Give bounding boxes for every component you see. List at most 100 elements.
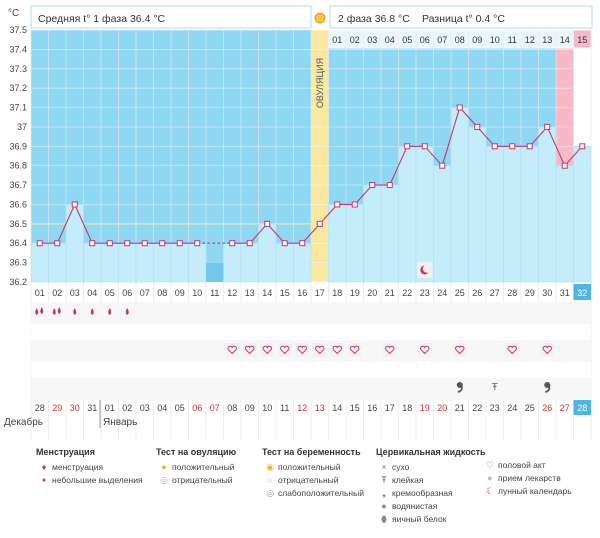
- cycle-day-label: 17: [315, 288, 325, 298]
- temperature-line-segment: [266, 223, 286, 244]
- temperature-point: [421, 143, 428, 150]
- temperature-line-segment: [529, 126, 548, 147]
- calendar-date: 09: [245, 403, 255, 413]
- menstruation-drop-icon: [52, 307, 61, 315]
- temperature-point: [439, 162, 446, 169]
- calendar-date: 29: [52, 403, 62, 413]
- temperature-point: [89, 240, 96, 247]
- temperature-line-segment: [389, 146, 408, 186]
- cycle-day-label: 12: [227, 288, 237, 298]
- legend-other: ♡ половой акт ● прием лекарств ☾ лунный кал…: [482, 459, 572, 498]
- temperature-bar: [538, 126, 557, 283]
- cycle-day-label: 06: [122, 288, 132, 298]
- temperature-point: [579, 143, 586, 150]
- temperature-point: [124, 240, 131, 247]
- cycle-day-label: 04: [87, 288, 97, 298]
- calendar-date: 28: [35, 403, 45, 413]
- phase2-day-label: 15: [577, 35, 587, 45]
- temperature-bar: [258, 223, 277, 283]
- calendar-date: 01: [105, 403, 115, 413]
- phase2-day-label: 11: [508, 35, 517, 45]
- heart-icon: [245, 345, 255, 355]
- cycle-day-label: 10: [192, 288, 202, 298]
- heart-icon: [507, 345, 517, 355]
- phase2-day-label: 13: [542, 35, 552, 45]
- heart-box: [453, 343, 467, 357]
- y-tick-label: 36.8: [9, 161, 27, 171]
- temperature-bar: [573, 146, 592, 283]
- calendar-date: 18: [402, 403, 412, 413]
- legend-ovulation-test: Тест на овуляцию ● положительный ◎ отрицат…: [156, 446, 236, 487]
- legend-item: ● положительный: [156, 461, 236, 474]
- legend-title: Цервикальная жидкость: [376, 447, 486, 457]
- test-weak-icon: ◎: [266, 488, 274, 498]
- cycle-day-label: 13: [245, 288, 255, 298]
- temperature-point: [264, 220, 271, 227]
- phase2-header: 2 фаза 36.8 °C: [338, 13, 410, 25]
- cycle-day-label: 19: [350, 288, 360, 298]
- calendar-date: 26: [542, 403, 552, 413]
- cycle-day-label: 26: [472, 288, 482, 298]
- calendar-date: 22: [472, 403, 482, 413]
- legend-item: ◎ слабоположительный: [262, 487, 364, 500]
- temperature-point: [351, 201, 358, 208]
- cycle-day-label: 02: [52, 288, 62, 298]
- month-label: Январь: [103, 417, 137, 428]
- temperature-bar: [450, 107, 469, 283]
- test-negative-icon: ○: [267, 475, 273, 485]
- temperature-point: [54, 240, 61, 247]
- legend-item: ● водянистая: [376, 500, 486, 513]
- heart-icon: [315, 345, 325, 355]
- temperature-bar: [485, 146, 504, 283]
- temperature-bar: [83, 242, 102, 283]
- heart-icon: [227, 345, 237, 355]
- legend-title: Тест на овуляцию: [156, 447, 237, 457]
- egg-white-icon: ⬮: [381, 514, 387, 524]
- temperature-bar: [153, 242, 172, 283]
- calendar-date: 25: [525, 403, 535, 413]
- moon-icon: ☾: [485, 486, 495, 496]
- temperature-bar: [503, 146, 522, 283]
- y-tick-label: 36.5: [9, 219, 27, 229]
- temperature-point: [456, 104, 463, 111]
- temperature-point: [491, 143, 498, 150]
- temperature-point: [316, 220, 323, 227]
- temperature-bar: [170, 242, 189, 283]
- temperature-point: [106, 240, 113, 247]
- temperature-point: [159, 240, 166, 247]
- temperature-bar: [555, 165, 574, 283]
- temperature-point: [369, 182, 376, 189]
- blood-drop-icon: ♦: [41, 462, 47, 472]
- sun-icon: [314, 12, 326, 24]
- y-tick-label: 37.5: [9, 25, 27, 35]
- creamy-icon: ❟: [382, 488, 386, 498]
- calendar-date: 14: [332, 403, 342, 413]
- heart-icon: [420, 345, 430, 355]
- y-unit-label: °C: [8, 8, 19, 19]
- cycle-day-label: 30: [542, 288, 552, 298]
- legend-item: ☾ лунный календарь: [485, 486, 572, 496]
- temperature-bar: [398, 146, 417, 283]
- cycle-day-label: 03: [70, 288, 80, 298]
- temperature-point: [229, 240, 236, 247]
- phase2-day-label: 01: [332, 35, 342, 45]
- sun-negative-icon: ◎: [160, 475, 168, 485]
- heart-box: [540, 343, 554, 357]
- temperature-bar: [100, 242, 119, 283]
- temperature-point: [474, 123, 481, 130]
- legend-item: ◎ отрицательный: [156, 474, 236, 487]
- calendar-date: 28: [577, 403, 587, 413]
- heart-icon: [332, 345, 342, 355]
- cycle-day-label: 11: [210, 288, 219, 298]
- heart-box: [243, 343, 257, 357]
- legend-item: ❟ кремообразная: [376, 487, 486, 500]
- phase2-day-label: 05: [402, 35, 412, 45]
- phase2-day-label: 03: [367, 35, 377, 45]
- cycle-day-label: 32: [577, 288, 587, 298]
- cycle-day-label: 16: [297, 288, 307, 298]
- cycle-day-label: 15: [280, 288, 290, 298]
- cycle-day-label: 18: [332, 288, 342, 298]
- temperature-point: [509, 143, 516, 150]
- phase1-header-box: [30, 5, 312, 29]
- cycle-day-label: 24: [437, 288, 447, 298]
